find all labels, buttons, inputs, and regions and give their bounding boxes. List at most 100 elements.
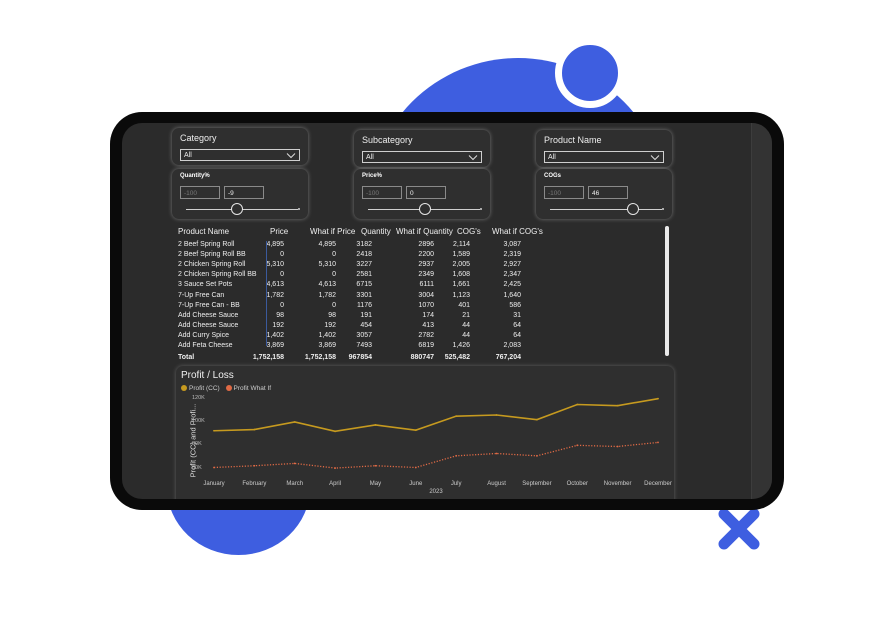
data-point[interactable] (213, 466, 215, 469)
value-cell: 4,613 (266, 281, 284, 289)
column-divider (266, 241, 267, 346)
value-cell: 2,347 (503, 271, 521, 279)
table-row[interactable]: 7-Up Free Can 1,782 1,782 3301 3004 1,123 1,64… (176, 291, 546, 301)
data-point[interactable] (657, 441, 659, 444)
value-cell: 2,927 (503, 261, 521, 269)
column-header[interactable]: Price (270, 227, 289, 236)
data-point[interactable] (253, 464, 256, 467)
value-cell: 0 (280, 251, 284, 259)
right-panel (751, 123, 772, 499)
product-name-cell: 2 Chicken Spring Roll BB (178, 271, 257, 279)
price-min-input[interactable]: -100 (362, 186, 402, 199)
price-max-input[interactable]: 0 (406, 186, 446, 199)
x-tick-label: October (566, 481, 588, 487)
cogs-slider-handle[interactable] (627, 203, 640, 215)
table-row[interactable]: Add Curry Spice 1,402 1,402 3057 2782 44 64 (176, 331, 546, 341)
data-point[interactable] (374, 424, 377, 426)
value-cell: 6715 (356, 281, 372, 289)
data-point[interactable] (495, 452, 498, 455)
quantity-max-input[interactable]: -9 (224, 186, 264, 199)
value-cell: 1,123 (452, 291, 470, 299)
value-cell: 586 (509, 301, 521, 309)
product-name-cell: 2 Beef Spring Roll (178, 241, 235, 248)
value-cell: 21 (462, 311, 470, 319)
data-point[interactable] (414, 429, 417, 432)
table-row[interactable]: 2 Beef Spring Roll 4,895 4,895 3182 2896 2,11… (176, 240, 546, 250)
data-point[interactable] (334, 467, 336, 469)
x-tick-label: August (487, 481, 506, 487)
value-cell: 880747 (410, 354, 434, 362)
value-cell: 6111 (419, 281, 434, 289)
data-point[interactable] (334, 430, 336, 433)
cogs-max-input[interactable]: 46 (588, 186, 628, 199)
data-point[interactable] (536, 418, 538, 421)
value-cell: 4,895 (318, 241, 336, 248)
value-cell: 1,640 (503, 291, 521, 299)
column-header[interactable]: COG's (457, 227, 481, 236)
value-cell: 1176 (356, 301, 372, 309)
series-line-1[interactable] (213, 441, 659, 469)
x-tick-label: January (203, 481, 225, 487)
value-cell: 4,895 (266, 241, 284, 248)
table-row[interactable]: 2 Chicken Spring Roll 5,310 5,310 3227 2937 2… (176, 260, 546, 270)
quantity-slider-handle[interactable] (231, 203, 244, 215)
column-header[interactable]: What if Quantity (396, 227, 453, 236)
data-point[interactable] (536, 454, 538, 457)
series-line-0[interactable] (213, 397, 659, 433)
data-point[interactable] (455, 454, 458, 457)
data-point[interactable] (293, 462, 296, 465)
table-row[interactable]: 2 Chicken Spring Roll BB 0 0 2581 2349 1,608 2… (176, 270, 546, 280)
table-row[interactable]: 7-Up Free Can - BB 0 0 1176 1070 401 586 (176, 301, 546, 311)
quantity-min-input[interactable]: -100 (180, 186, 220, 199)
price-slider-handle[interactable] (419, 203, 431, 215)
cogs-min-input[interactable]: -100 (544, 186, 584, 199)
data-point[interactable] (374, 464, 377, 467)
value-cell: 3,869 (318, 342, 336, 349)
column-header[interactable]: Quantity (361, 227, 391, 236)
column-header[interactable]: Product Name (178, 227, 230, 236)
x-tick-label: December (644, 481, 672, 487)
x-tick-label: February (242, 481, 267, 487)
product-dropdown[interactable]: All (544, 151, 664, 163)
column-header[interactable]: What if COG's (492, 227, 543, 236)
table-row[interactable]: 3 Sauce Set Pots 4,613 4,613 6715 6111 1,661 2… (176, 280, 546, 290)
data-point[interactable] (213, 429, 215, 432)
quantity-slider-track[interactable] (186, 209, 300, 210)
y-tick-label: 100K (192, 418, 205, 424)
subcategory-dropdown[interactable]: All (362, 151, 482, 163)
category-dropdown[interactable]: All (180, 149, 300, 161)
data-point[interactable] (455, 415, 458, 418)
product-name-cell: 3 Sauce Set Pots (178, 281, 233, 289)
cogs-slider-track[interactable] (550, 209, 664, 210)
value-cell: 191 (360, 311, 372, 319)
table-scrollbar[interactable] (665, 226, 669, 356)
value-cell: 2,083 (503, 342, 521, 349)
value-cell: 0 (280, 271, 284, 279)
data-point[interactable] (414, 466, 417, 469)
data-point[interactable] (253, 428, 256, 431)
data-point[interactable] (293, 421, 296, 423)
data-point[interactable] (616, 445, 619, 448)
table-total-row[interactable]: Total 1,752,158 1,752,158 967854 880747 525,4… (176, 353, 546, 363)
data-point[interactable] (495, 414, 498, 416)
value-cell: 6819 (418, 342, 434, 349)
table-row[interactable]: Add Cheese Sauce 192 192 454 413 44 64 (176, 321, 546, 331)
column-header[interactable]: What if Price (310, 227, 356, 236)
y-tick-label: 60K (192, 464, 202, 471)
quantity-slider-end (298, 208, 300, 210)
x-tick-label: July (450, 481, 462, 487)
slicer-subcategory-title: Subcategory (362, 135, 413, 145)
table-row[interactable]: Add Cheese Sauce 98 98 191 174 21 31 (176, 311, 546, 321)
table-row[interactable]: Add Feta Cheese 3,869 3,869 7493 6819 1,426 2,… (176, 341, 546, 351)
value-cell: 401 (458, 301, 470, 309)
product-table: Product Name Price What if Price Quantity Wh… (176, 223, 670, 361)
value-cell: 1,782 (318, 291, 336, 299)
value-cell: 98 (328, 311, 336, 319)
value-cell: 1,402 (266, 331, 284, 339)
data-point[interactable] (616, 404, 619, 407)
table-row[interactable]: 2 Beef Spring Roll BB 0 0 2418 2200 1,589 2,31… (176, 250, 546, 260)
data-point[interactable] (576, 403, 579, 406)
data-point[interactable] (576, 444, 579, 447)
data-point[interactable] (657, 397, 659, 400)
legend-profit-cc: Profit (CC) (189, 385, 220, 392)
